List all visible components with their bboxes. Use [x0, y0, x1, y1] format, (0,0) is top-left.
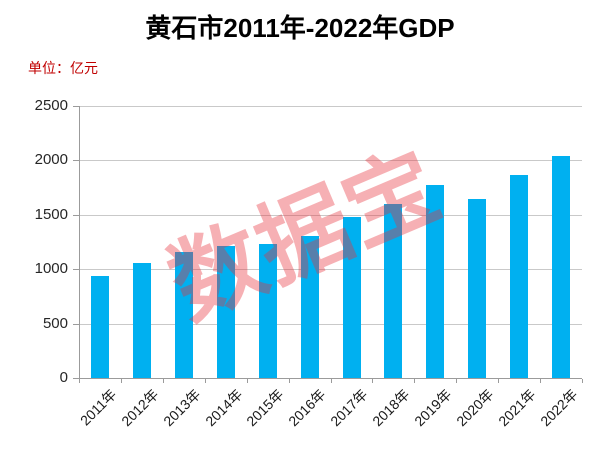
x-axis-tick	[582, 379, 583, 383]
y-tick-label: 2500	[34, 97, 68, 114]
x-tick-label: 2018年	[369, 386, 413, 430]
gdp-bar	[510, 174, 529, 378]
x-tick-label: 2015年	[243, 386, 287, 430]
unit-label: 单位：亿元	[28, 60, 98, 76]
gridline	[79, 323, 582, 325]
x-axis-tick	[498, 379, 500, 383]
gdp-bar	[216, 245, 235, 378]
gdp-bar	[300, 236, 319, 378]
x-axis-tick	[414, 379, 416, 383]
gridline	[79, 160, 582, 162]
y-tick-label: 2000	[34, 151, 68, 169]
x-axis-tick	[120, 379, 122, 383]
x-tick-label: 2019年	[411, 386, 455, 430]
gdp-bar	[426, 185, 445, 378]
y-axis-tick	[73, 106, 79, 107]
x-axis-tick	[540, 379, 542, 383]
y-axis-tick	[73, 378, 79, 379]
y-tick-label: 1500	[34, 205, 68, 223]
x-tick-label: 2016年	[285, 386, 329, 430]
x-tick-label: 2014年	[201, 386, 246, 430]
y-tick-label: 0	[59, 369, 68, 386]
x-axis-tick	[372, 379, 374, 383]
x-tick-label: 2011年	[76, 386, 120, 429]
x-axis-tick	[204, 379, 206, 383]
chart-title: 黄石市2011年-2022年GDP	[145, 13, 455, 43]
gdp-bar	[468, 198, 487, 378]
x-axis-tick	[456, 379, 458, 383]
gridline	[79, 269, 582, 271]
x-axis-tick	[288, 379, 290, 383]
x-axis-tick	[162, 379, 164, 383]
gdp-bar	[384, 203, 403, 378]
y-tick-label: 1000	[34, 260, 68, 278]
gridline	[79, 214, 582, 216]
x-axis-line	[79, 378, 582, 379]
x-tick-label: 2021年	[495, 386, 539, 430]
y-axis-tick	[73, 269, 79, 271]
x-tick-label: 2017年	[327, 386, 371, 430]
gdp-bar	[342, 217, 361, 378]
y-axis-tick	[73, 323, 79, 325]
x-tick-label: 2012年	[117, 386, 162, 430]
y-axis-tick	[73, 214, 79, 216]
x-tick-label: 2013年	[159, 386, 204, 430]
x-axis-tick	[330, 379, 332, 383]
gridline	[79, 106, 582, 107]
x-tick-label: 2020年	[453, 386, 497, 430]
x-axis-tick	[79, 379, 80, 383]
x-axis-tick	[246, 379, 248, 383]
y-axis-line	[79, 106, 80, 378]
gdp-bar	[174, 252, 193, 378]
x-tick-label: 2022年	[537, 386, 581, 430]
y-tick-label: 500	[42, 314, 68, 332]
gdp-bar	[258, 244, 277, 378]
gdp-bar	[91, 276, 109, 378]
gdp-bar	[132, 263, 151, 378]
y-axis-tick	[73, 160, 79, 162]
gdp-bar	[552, 156, 570, 378]
